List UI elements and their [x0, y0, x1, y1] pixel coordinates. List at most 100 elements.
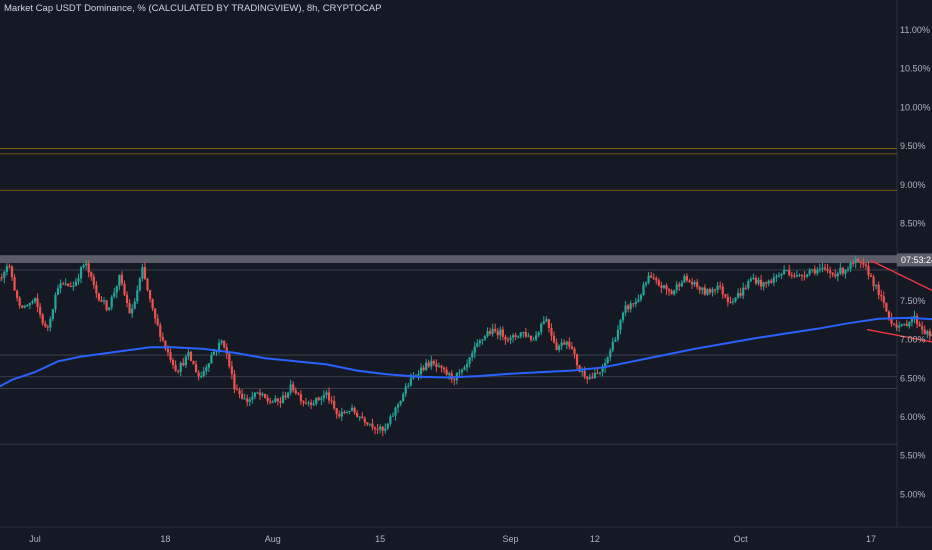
candle-down	[67, 283, 70, 286]
candle-down	[726, 296, 729, 302]
candle-down	[887, 311, 891, 318]
candle-down	[123, 283, 126, 295]
support-zone[interactable]	[0, 255, 897, 263]
candle-down	[793, 275, 796, 277]
candle-up	[141, 266, 144, 279]
candle-down	[39, 306, 42, 315]
candle-down	[721, 286, 724, 295]
trendline[interactable]	[870, 260, 932, 315]
candle-up	[537, 332, 540, 336]
candle-up	[463, 367, 466, 370]
candle-up	[565, 341, 568, 345]
trendline[interactable]	[867, 328, 932, 359]
candle-up	[795, 275, 798, 277]
candle-down	[729, 301, 732, 303]
candle-down	[627, 305, 630, 310]
candle-down	[279, 401, 282, 403]
candle-down	[670, 291, 673, 295]
candle-up	[619, 320, 622, 330]
candle-down	[864, 264, 868, 267]
candle-up	[315, 397, 318, 404]
candle-up	[749, 278, 752, 282]
candle-down	[867, 266, 870, 276]
candle-up	[535, 335, 538, 340]
candle-up	[220, 340, 223, 343]
candle-up	[839, 267, 842, 274]
candle-up	[711, 289, 714, 293]
candle-up	[716, 285, 719, 290]
candle-up	[74, 281, 78, 286]
candle-down	[655, 278, 658, 281]
candle-down	[148, 290, 152, 300]
candle-down	[276, 398, 279, 402]
candle-down	[928, 331, 931, 337]
candle-down	[834, 274, 837, 277]
candle-down	[504, 336, 507, 340]
candle-down	[373, 427, 377, 430]
candle-down	[708, 289, 712, 293]
candle-up	[614, 339, 617, 342]
candle-down	[95, 285, 98, 294]
candle-up	[179, 362, 182, 372]
candle-up	[593, 372, 597, 379]
candle-down	[292, 384, 295, 391]
candle-down	[100, 300, 103, 302]
candle-down	[143, 266, 147, 279]
candle-down	[440, 365, 443, 368]
candle-up	[588, 377, 591, 379]
candle-up	[448, 373, 451, 375]
candle-down	[166, 348, 170, 353]
candle-up	[473, 346, 476, 354]
candle-down	[890, 317, 893, 324]
moving-average-line[interactable]	[0, 268, 932, 407]
candle-down	[770, 280, 773, 283]
candle-up	[468, 357, 471, 364]
candle-down	[575, 354, 579, 366]
candle-up	[350, 407, 354, 411]
candle-up	[742, 287, 745, 296]
candle-up	[542, 321, 545, 325]
candle-up	[417, 374, 420, 376]
candle-up	[320, 398, 323, 400]
candle-down	[790, 274, 793, 276]
candle-down	[488, 331, 492, 334]
candle-up	[391, 415, 395, 417]
candle-down	[524, 332, 527, 337]
candle-up	[545, 319, 548, 322]
candle-down	[895, 324, 898, 328]
candle-up	[908, 321, 911, 327]
candle-up	[598, 372, 602, 374]
candle-up	[136, 290, 139, 302]
candle-up	[82, 264, 85, 268]
candle-up	[517, 336, 520, 338]
candle-up	[818, 268, 821, 270]
candle-down	[169, 352, 172, 361]
candle-up	[693, 282, 696, 285]
candle-up	[251, 396, 254, 400]
candle-up	[274, 398, 277, 403]
candle-up	[217, 342, 221, 351]
candle-up	[604, 363, 607, 368]
candle-up	[402, 394, 405, 401]
candle-up	[407, 385, 410, 387]
candle-up	[72, 285, 75, 287]
candle-down	[69, 285, 72, 287]
chart-title: Market Cap USDT Dominance, % (CALCULATED…	[4, 3, 382, 14]
candle-up	[312, 403, 315, 405]
candle-down	[552, 335, 556, 343]
candle-up	[752, 278, 755, 280]
candle-down	[189, 351, 193, 361]
current-price-countdown: 07:53:24	[901, 255, 932, 265]
candle-up	[340, 411, 343, 417]
candle-down	[591, 377, 594, 379]
candle-up	[399, 400, 402, 405]
candle-down	[759, 279, 763, 287]
candle-up	[522, 332, 525, 334]
candle-up	[757, 279, 760, 284]
candle-up	[56, 288, 60, 295]
candle-down	[667, 289, 671, 292]
candle-down	[765, 282, 768, 284]
y-axis-tick-label: 10.50%	[900, 64, 931, 74]
candle-up	[131, 308, 134, 314]
